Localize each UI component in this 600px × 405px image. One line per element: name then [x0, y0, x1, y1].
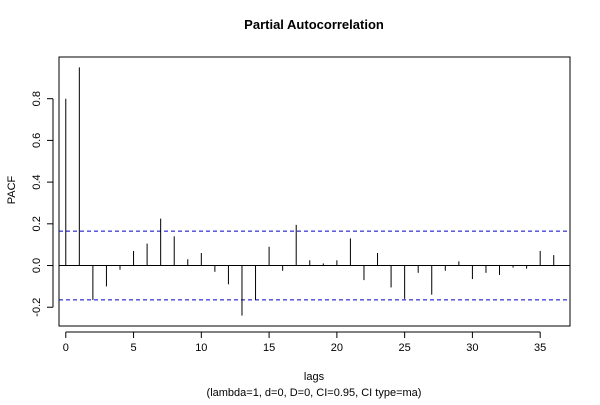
- x-tick-label: 10: [195, 342, 207, 354]
- x-tick-label: 15: [263, 342, 275, 354]
- x-tick-label: 25: [399, 342, 411, 354]
- chart-title: Partial Autocorrelation: [244, 17, 384, 32]
- y-tick-label: -0.2: [31, 298, 43, 317]
- x-tick-label: 0: [63, 342, 69, 354]
- x-tick-label: 5: [130, 342, 136, 354]
- y-tick-label: 0.8: [31, 91, 43, 106]
- y-tick-label: 0.6: [31, 133, 43, 148]
- y-tick-label: 0.4: [31, 174, 43, 189]
- x-tick-label: 30: [466, 342, 478, 354]
- y-tick-label: 0.0: [31, 258, 43, 273]
- x-tick-label: 20: [331, 342, 343, 354]
- plot-frame: [58, 56, 571, 327]
- y-axis-label: PACF: [6, 175, 18, 204]
- x-axis-label: lags: [304, 371, 325, 383]
- y-tick-label: 0.2: [31, 216, 43, 231]
- chart-marks: 0 5 10 15 20 25 30 35 -0.2 0.0 0.2 0.4 0.6 0.8: [31, 67, 570, 354]
- x-tick-label: 35: [534, 342, 546, 354]
- x-axis-subtitle: (lambda=1, d=0, D=0, CI=0.95, CI type=ma…: [207, 387, 422, 399]
